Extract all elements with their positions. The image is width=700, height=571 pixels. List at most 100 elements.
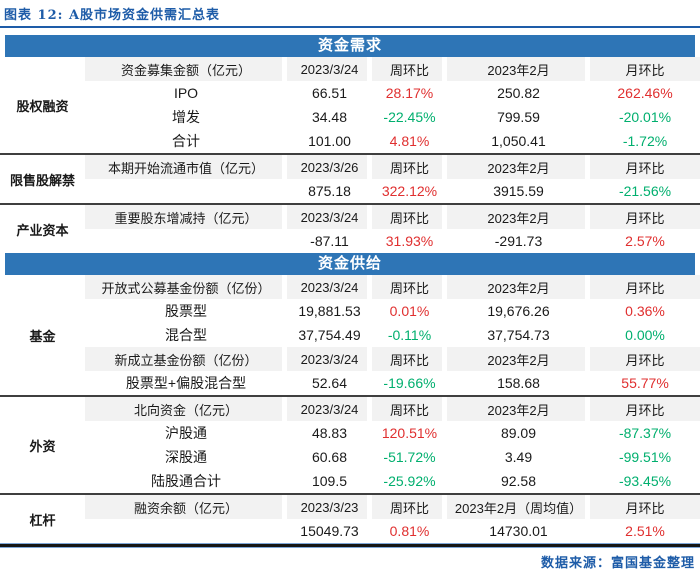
pct-cell: 0.00%: [625, 327, 665, 343]
category-cell-equity: 股权融资: [0, 57, 85, 154]
table-row-margin-balance: 15049.73 0.81% 14730.01 2.51%: [0, 519, 700, 543]
pct-cell: -20.01%: [618, 109, 672, 125]
wow-header-cell: 周环比: [372, 57, 447, 81]
mom-header-cell: 月环比: [590, 395, 700, 421]
data-source-note: 数据来源：富国基金整理: [540, 556, 695, 571]
date-header-cell: 2023/3/24: [287, 57, 372, 81]
pct-cell: 262.46%: [617, 85, 673, 101]
table-row-hybrid-fund: 混合型 37,754.49 -0.11% 37,754.73 0.00%: [0, 323, 700, 347]
pct-cell: -99.51%: [618, 449, 672, 465]
wow-header-cell: 周环比: [372, 203, 447, 229]
row-label-cell: 增发: [172, 109, 200, 125]
value-cell: 92.58: [500, 473, 537, 489]
value-cell: 37,754.73: [487, 327, 550, 343]
metric-header-cell: 本期开始流通市值（亿元）: [85, 153, 287, 179]
mom-header-cell: 月环比: [590, 57, 700, 81]
metric-header-cell: 资金募集金额（亿元）: [85, 57, 287, 81]
date-header-cell: 2023/3/23: [287, 493, 372, 519]
mom-header-cell: 月环比: [590, 153, 700, 179]
pct-cell: -0.11%: [387, 327, 432, 343]
value-cell: 60.68: [311, 449, 348, 465]
row-label-cell: [85, 229, 287, 253]
subheader-row: 股权融资 资金募集金额（亿元） 2023/3/24 周环比 2023年2月 月环…: [0, 57, 700, 154]
value-cell: 3915.59: [493, 183, 544, 199]
pct-cell: 55.77%: [621, 375, 669, 391]
row-label-cell: 混合型: [165, 327, 207, 343]
pct-cell: -21.56%: [618, 183, 672, 199]
row-label-cell: [85, 519, 287, 543]
month-header-cell: 2023年2月: [447, 395, 590, 421]
value-cell: 101.00: [308, 133, 351, 149]
table-row-sh-connect: 沪股通 48.83 120.51% 89.09 -87.37%: [0, 421, 700, 445]
pct-cell: 2.57%: [625, 233, 665, 249]
subheader-row: 限售股解禁 本期开始流通市值（亿元） 2023/3/26 周环比 2023年2月…: [0, 153, 700, 204]
wow-header-cell: 周环比: [372, 153, 447, 179]
mom-header-cell: 月环比: [590, 203, 700, 229]
value-cell: 19,676.26: [487, 303, 550, 319]
date-header-cell: 2023/3/26: [287, 153, 372, 179]
subheader-row: 外资 北向资金（亿元） 2023/3/24 周环比 2023年2月 月环比: [0, 395, 700, 494]
wow-header-cell: 周环比: [372, 275, 447, 299]
metric-header-cell: 新成立基金份额（亿份）: [85, 347, 287, 371]
value-cell: 66.51: [311, 85, 348, 101]
date-header-cell: 2023/3/24: [287, 275, 372, 299]
pct-cell: 2.51%: [625, 523, 665, 539]
mom-header-cell: 月环比: [590, 275, 700, 299]
table-row-unlock-value: 875.18 322.12% 3915.59 -21.56%: [0, 179, 700, 204]
value-cell: 158.68: [497, 375, 540, 391]
pct-cell: -93.45%: [618, 473, 672, 489]
pct-cell: 31.93%: [385, 233, 434, 249]
value-cell: 52.64: [311, 375, 348, 391]
table-row-stock-fund: 股票型 19,881.53 0.01% 19,676.26 0.36%: [0, 299, 700, 323]
pct-cell: -1.72%: [622, 133, 668, 149]
pct-cell: -19.66%: [383, 375, 436, 391]
pct-cell: 0.01%: [389, 303, 430, 319]
category-cell-industrial: 产业资本: [0, 203, 85, 253]
pct-cell: 0.36%: [625, 303, 665, 319]
subheader-row: 新成立基金份额（亿份） 2023/3/24 周环比 2023年2月 月环比: [0, 347, 700, 371]
metric-header-cell: 开放式公募基金份额（亿份）: [85, 275, 287, 299]
section-band-supply: 资金供给: [5, 253, 696, 275]
pct-cell: 28.17%: [385, 85, 434, 101]
figure-title: 图表 12: A股市场资金供需汇总表: [4, 8, 221, 23]
category-cell-fund: 基金: [0, 275, 85, 396]
pct-cell: -22.45%: [383, 109, 436, 125]
pct-cell: -25.92%: [383, 473, 436, 489]
bottom-border-thick: [0, 544, 700, 547]
mom-header-cell: 月环比: [590, 493, 700, 519]
value-cell: 19,881.53: [298, 303, 361, 319]
table-row-ipo: IPO 66.51 28.17% 250.82 262.46%: [0, 81, 700, 105]
month-header-cell: 2023年2月: [447, 203, 590, 229]
subheader-row: 杠杆 融资余额（亿元） 2023/3/23 周环比 2023年2月（周均值） 月…: [0, 493, 700, 543]
value-cell: -291.73: [494, 233, 543, 249]
pct-cell: 4.81%: [389, 133, 430, 149]
row-label-cell: 合计: [172, 133, 200, 149]
band-row-demand: 资金需求: [0, 35, 700, 57]
wow-header-cell: 周环比: [372, 395, 447, 421]
pct-cell: 0.81%: [389, 523, 430, 539]
wow-header-cell: 周环比: [372, 347, 447, 371]
month-header-cell: 2023年2月: [447, 153, 590, 179]
value-cell: 875.18: [308, 183, 351, 199]
date-header-cell: 2023/3/24: [287, 203, 372, 229]
category-cell-foreign: 外资: [0, 395, 85, 494]
row-label-cell: 股票型+偏股混合型: [125, 375, 247, 391]
row-label-cell: 陆股通合计: [151, 473, 221, 489]
metric-header-cell: 重要股东增减持（亿元）: [85, 203, 287, 229]
value-cell: -87.11: [310, 233, 349, 249]
table-row-connect-total: 陆股通合计 109.5 -25.92% 92.58 -93.45%: [0, 469, 700, 494]
pct-cell: 322.12%: [381, 183, 438, 199]
row-label-cell: [85, 179, 287, 204]
category-cell-unlock: 限售股解禁: [0, 153, 85, 204]
table-row-new-fund: 股票型+偏股混合型 52.64 -19.66% 158.68 55.77%: [0, 371, 700, 396]
table-row-industrial-value: -87.11 31.93% -291.73 2.57%: [0, 229, 700, 253]
table-row-total: 合计 101.00 4.81% 1,050.41 -1.72%: [0, 129, 700, 154]
month-header-cell: 2023年2月: [447, 57, 590, 81]
value-cell: 109.5: [311, 473, 348, 489]
month-header-cell: 2023年2月（周均值）: [447, 493, 590, 519]
date-header-cell: 2023/3/24: [287, 347, 372, 371]
title-underline: [0, 26, 700, 28]
wow-header-cell: 周环比: [372, 493, 447, 519]
value-cell: 89.09: [500, 425, 537, 441]
subheader-row: 基金 开放式公募基金份额（亿份） 2023/3/24 周环比 2023年2月 月…: [0, 275, 700, 396]
